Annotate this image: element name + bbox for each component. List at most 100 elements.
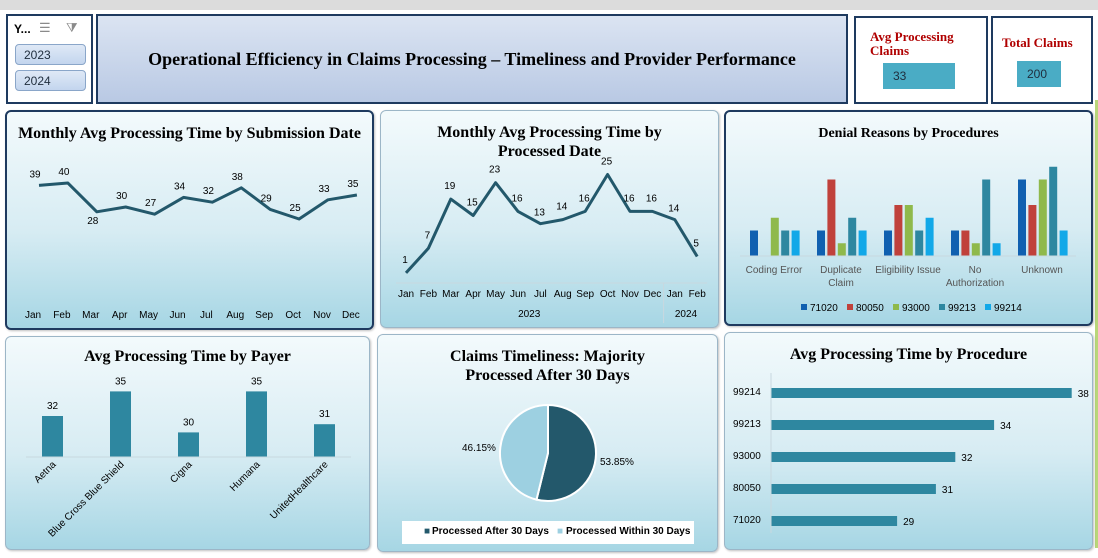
bar (1038, 179, 1047, 256)
data-label: 25 (290, 203, 302, 214)
x-tick-label: Oct (285, 310, 301, 321)
legend-label: 93000 (902, 303, 930, 314)
data-label: 19 (444, 181, 456, 192)
data-label: 31 (942, 485, 954, 496)
year-slicer: Y... ☰ ⧩ 2023 2024 (6, 14, 93, 104)
panel-processed-line: Monthly Avg Processing Time by Processed… (380, 110, 719, 328)
x-tick-label: Feb (53, 310, 71, 321)
multiselect-icon[interactable]: ☰ (39, 20, 51, 35)
legend-marker-after: ■ (424, 526, 431, 537)
bar (894, 205, 903, 256)
chart-title: Avg Processing Time by Payer (84, 348, 291, 365)
x-tick-label: Authorization (946, 278, 1004, 289)
data-label: 34 (1000, 421, 1012, 432)
data-label: 29 (903, 517, 915, 528)
data-label: 30 (116, 191, 128, 202)
bar (982, 179, 991, 256)
kpi-avg-processing: Avg Processing Claims 33 (854, 16, 988, 104)
data-label: 1 (402, 255, 408, 266)
x-tick-label: Duplicate (820, 265, 862, 276)
panel-denial-reasons: Denial Reasons by Procedures Coding Erro… (724, 110, 1093, 326)
y-tick-label: 99213 (733, 419, 761, 430)
bar (178, 432, 199, 457)
bar (770, 217, 779, 256)
bar (791, 230, 800, 256)
data-label: 14 (556, 202, 568, 213)
bar (904, 205, 913, 256)
data-label: 53.85% (600, 457, 634, 468)
x-tick-label: Eligibility Issue (875, 265, 941, 276)
x-tick-label: Claim (828, 278, 854, 289)
y-tick-label: 71020 (733, 515, 761, 526)
slicer-title: Y... (14, 22, 31, 36)
data-label: 32 (203, 186, 215, 197)
x-tick-label: Mar (82, 310, 100, 321)
slicer-item-2024[interactable]: 2024 (15, 70, 86, 91)
bar (1059, 230, 1068, 256)
data-label: 16 (511, 193, 523, 204)
chart-title: Avg Processing Time by Procedure (789, 346, 1028, 363)
x-tick-label: May (486, 289, 505, 300)
bar (884, 230, 892, 256)
legend-marker (939, 304, 945, 310)
legend-label: 80050 (856, 303, 884, 314)
bar (925, 217, 934, 256)
data-label: 35 (115, 376, 127, 387)
bar (817, 230, 825, 256)
bar (992, 243, 1001, 256)
data-label: 35 (251, 376, 263, 387)
y-tick-label: 80050 (733, 483, 761, 494)
chart-title: Claims Timeliness: Majority Processed Af… (450, 348, 645, 384)
x-tick-label: Nov (621, 289, 639, 300)
x-tick-label: Blue Cross Blue Shield (47, 459, 127, 539)
bar (771, 420, 995, 430)
x-tick-label: Jan (398, 289, 414, 300)
data-label: 16 (579, 193, 591, 204)
legend-marker (985, 304, 991, 310)
legend-label-after: Processed After 30 Days (432, 526, 549, 537)
data-label: 35 (347, 179, 359, 190)
data-label: 31 (319, 409, 331, 420)
legend-label: 71020 (810, 303, 838, 314)
procedure-bar-chart: 38 99214 34 99213 32 93000 31 80050 29 71020 (733, 373, 1090, 533)
x-group-label: 2023 (518, 309, 541, 320)
legend-marker (847, 304, 853, 310)
x-tick-label: Aug (226, 310, 244, 321)
data-label: 38 (1078, 389, 1090, 400)
bar (858, 230, 867, 256)
x-tick-label: Nov (313, 310, 331, 321)
bar (915, 230, 924, 256)
x-tick-label: Apr (465, 289, 481, 300)
x-tick-label: Apr (112, 310, 128, 321)
x-tick-label: No (969, 265, 982, 276)
clear-filter-icon[interactable]: ⧩ (66, 20, 78, 35)
x-tick-label: Sep (255, 310, 273, 321)
series-line (38, 181, 358, 221)
bar (771, 452, 956, 462)
submission-line-chart: 39 40 28 30 27 34 32 38 29 25 33 35 Jan Feb Mar Apr May J… (25, 167, 360, 321)
data-label: 16 (646, 193, 658, 204)
x-tick-label: Dec (342, 310, 360, 321)
pie-slice (535, 403, 597, 502)
data-label: 27 (145, 198, 157, 209)
x-tick-label: Unknown (1021, 265, 1063, 276)
slicer-item-2023[interactable]: 2023 (15, 44, 86, 65)
timeliness-pie-chart: 53.85% 46.15% (462, 403, 634, 502)
x-tick-label: Aetna (32, 459, 59, 486)
bar (771, 516, 898, 526)
bar (1049, 166, 1058, 256)
bar (961, 230, 970, 256)
x-tick-label: Aug (554, 289, 572, 300)
bar (971, 243, 980, 256)
data-label: 23 (489, 165, 501, 176)
pie-legend: ■ Processed After 30 Days ■ Processed Wi… (402, 521, 694, 544)
x-tick-label: Jan (25, 310, 41, 321)
data-label: 28 (87, 216, 99, 227)
bar (771, 388, 1072, 398)
data-label: 32 (961, 453, 973, 464)
x-tick-label: Feb (420, 289, 438, 300)
sheet-edge (1095, 100, 1098, 548)
kpi-total-claims-value: 200 (1017, 61, 1061, 87)
panel-timeliness-pie: Claims Timeliness: Majority Processed Af… (377, 334, 718, 552)
data-label: 7 (425, 230, 431, 241)
